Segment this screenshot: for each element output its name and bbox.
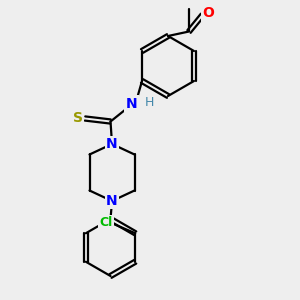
Text: N: N bbox=[126, 97, 137, 110]
Text: O: O bbox=[202, 7, 214, 20]
Text: H: H bbox=[145, 95, 154, 109]
Text: S: S bbox=[73, 112, 82, 125]
Text: Cl: Cl bbox=[99, 216, 112, 229]
Text: N: N bbox=[106, 137, 118, 151]
Text: N: N bbox=[106, 194, 118, 208]
